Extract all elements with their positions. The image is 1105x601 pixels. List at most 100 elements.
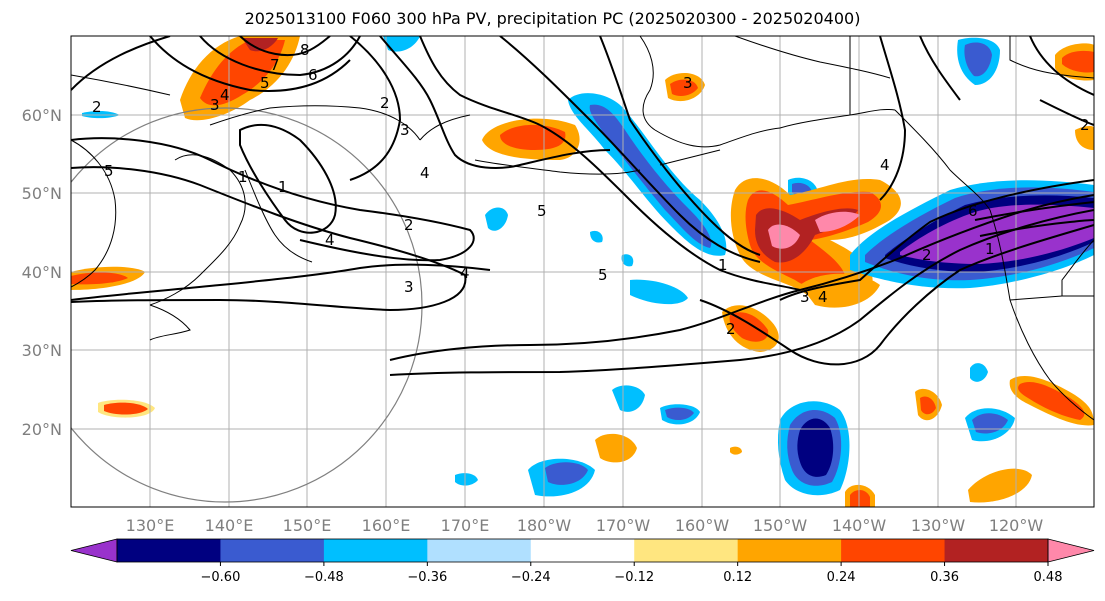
precip-anomaly-blob [665,407,694,421]
pv-contour-line [699,224,1094,366]
pv-contour-label: 5 [598,266,608,284]
pv-contour-label: 2 [380,94,390,112]
pv-contour-label: 2 [726,320,736,338]
colorbar-segment [737,539,842,562]
pv-contour-line [389,209,1094,376]
colorbar-segment [841,539,946,562]
colorbar: −0.60 −0.48 −0.36 −0.24 −0.12 0.12 0.24 0.36 0.4… [70,538,1095,585]
precip-anomaly-blob [970,363,988,382]
pv-contour-line [419,36,541,126]
pv-contour-line [149,36,351,92]
pv-contour-label: 4 [325,231,335,249]
radius-circle [71,107,423,503]
precip-anomaly-blob [71,272,128,285]
precip-anomaly-blob [920,396,936,415]
chart-title: 2025013100 F060 300 hPa PV, precipitatio… [244,9,861,28]
precip-anomaly-blob [815,211,860,232]
colorbar-extend-high [1047,538,1095,563]
pv-contour-line [1039,99,1094,126]
lat-label: 50°N [22,184,62,203]
precip-anomaly-blob [800,273,880,308]
colorbar-segment [117,539,221,562]
precip-anomaly-blob [670,79,698,96]
lat-labels: 60°N 50°N 40°N 30°N 20°N [22,106,62,439]
pv-contour-label: 1 [718,256,728,274]
lon-label: 170°W [596,516,651,535]
colorbar-tick-label: 0.12 [723,570,752,585]
pv-contour-line [349,36,402,181]
lon-label: 170°E [441,516,490,535]
precip-anomaly-blob [630,279,688,305]
pv-contour-label: 3 [400,121,410,139]
colorbar-segment [944,539,1049,562]
pv-contour-label: 4 [220,86,230,104]
precip-anomaly-blob [590,230,603,243]
pv-contour-label: 3 [404,278,414,296]
pv-contour-label: 2 [922,246,932,264]
pv-contour-line [239,36,331,57]
pv-contour-label: 1 [985,240,995,258]
colorbar-segment [323,539,428,562]
colorbar-tick-label: −0.24 [511,570,551,585]
colorbar-tick-label: −0.48 [304,570,344,585]
precip-anomaly-blob [455,473,478,486]
precip-anomaly-blob [972,413,1008,434]
pv-contour-line [539,124,801,291]
precip-anomaly-blob [383,36,420,52]
lon-labels: 130°E 140°E 150°E 160°E 170°E 180°W 170°… [126,516,1044,535]
lon-label: 130°E [126,516,175,535]
pv-contour-labels: 8 7 6 5 4 3 2 1 2 5 1 2 4 3 4 5 4 5 1 3 … [92,41,1090,338]
pv-contour-label: 8 [300,41,310,59]
precip-anomaly-blob [545,462,588,485]
pv-contour-label: 4 [880,156,890,174]
lat-label: 60°N [22,106,62,125]
pv-contour-line [779,179,1094,301]
colorbar-tick-label: 0.24 [827,570,856,585]
pv-contour-label: 4 [818,288,828,306]
colorbar-tick-label: 0.48 [1034,570,1063,585]
pv-contour-line [71,36,171,91]
precip-anomaly-blob [850,489,870,507]
lon-label: 140°W [832,516,887,535]
pv-contour-label: 2 [1080,116,1090,134]
pv-contour-line [71,263,491,301]
pv-contour-label: 5 [104,162,114,180]
pv-contour-line [919,36,961,101]
pv-contour-label: 6 [968,202,978,220]
lon-label: 130°W [911,516,966,535]
precip-anomaly-blob [200,40,285,106]
lon-label: 160°W [675,516,730,535]
precip-anomaly-blob [1075,125,1094,150]
lon-label: 120°W [989,516,1044,535]
pv-contour-line [979,219,1094,237]
colorbar-tick-label: −0.12 [614,570,654,585]
colorbar-tick-label: −0.36 [407,570,447,585]
pv-contour-label: 7 [270,56,280,74]
colorbar-tick-label: −0.60 [201,570,241,585]
lon-label: 150°E [283,516,332,535]
pv-contour-label: 3 [210,96,220,114]
precip-anomaly-blob [595,433,637,463]
precip-anomaly-blob [621,254,634,267]
pv-contour-label: 1 [278,178,288,196]
precip-anomaly-blob [104,402,148,415]
pv-contour-line [239,123,337,234]
precip-anomaly-blob [1062,50,1094,73]
pv-contours [71,36,1094,376]
pv-contour-line [71,137,475,262]
precip-anomaly-blob [589,104,712,248]
precip-anomaly-blob [242,38,278,52]
pv-contour-line [599,36,761,256]
precip-anomaly-blob [612,385,645,412]
pv-contour-line [974,201,1094,221]
precip-anomaly-blob [1018,381,1085,420]
precip-anomaly-blob [485,207,508,231]
colorbar-segment [427,539,532,562]
pv-contour-label: 5 [260,74,270,92]
pv-contour-label: 3 [800,288,810,306]
map-frame [70,35,1095,508]
pv-contour-label: 6 [308,66,318,84]
lon-label: 160°E [362,516,411,535]
pv-contour-line [499,36,761,263]
